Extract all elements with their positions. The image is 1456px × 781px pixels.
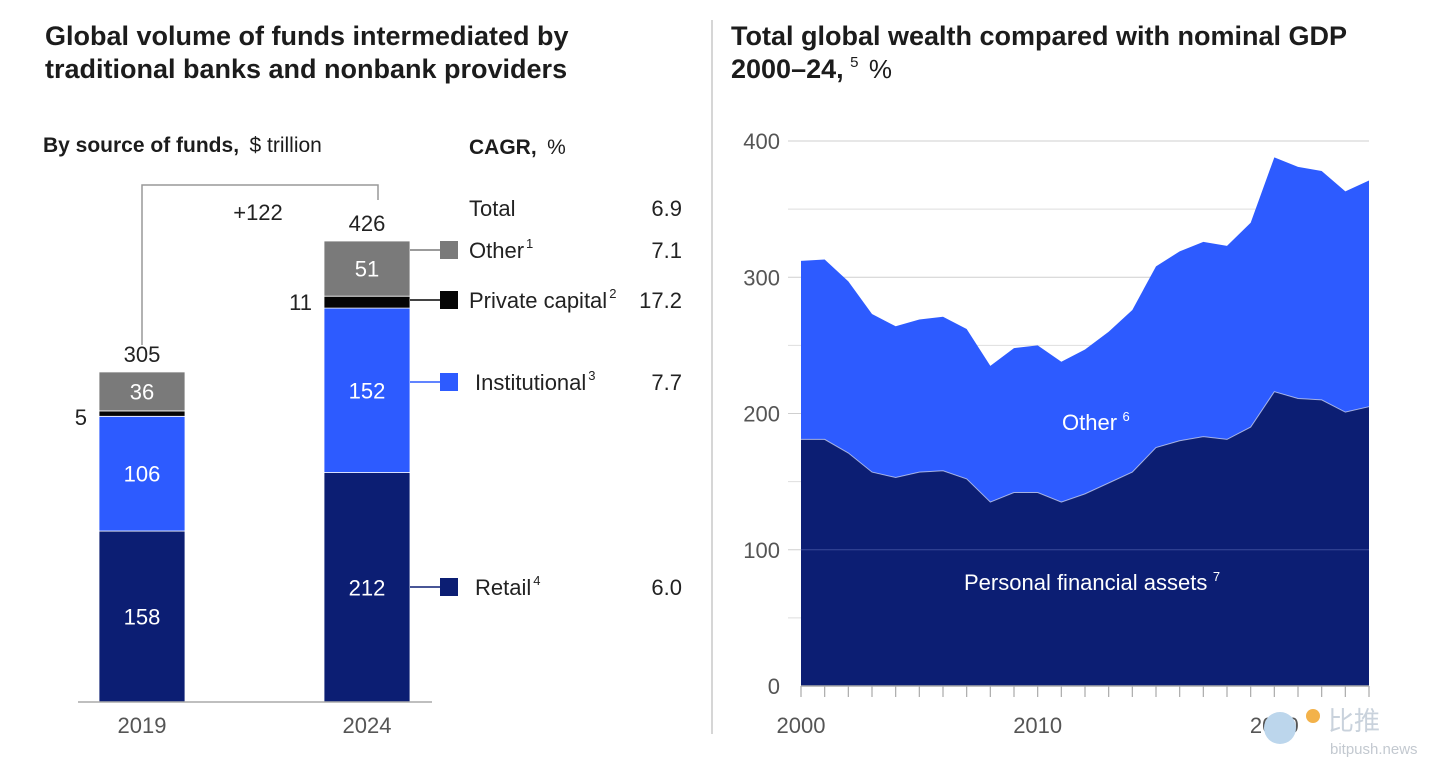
- right-chart-title-line2: 2000–24, 5 %: [731, 54, 892, 84]
- area-label-other: Other 6: [1062, 409, 1130, 435]
- legend-footnote: 3: [588, 368, 595, 383]
- legend-swatch-private: [440, 291, 458, 309]
- left-chart-title-line1: Global volume of funds intermediated by: [45, 21, 569, 51]
- legend-cagr-other: 7.1: [651, 238, 682, 263]
- x-tick-label: 2000: [777, 713, 826, 738]
- bar-2024-institutional: [323, 307, 411, 473]
- legend-footnote: 2: [609, 286, 616, 301]
- area-label-other-sup: 6: [1122, 409, 1129, 424]
- legend-text: Private capital: [469, 288, 607, 313]
- area-personal-financial-assets: [801, 391, 1369, 686]
- bar-value-label: 212: [349, 575, 386, 600]
- right-title-unit: %: [869, 54, 892, 84]
- bar-value-label: 5: [75, 405, 87, 430]
- area-label-personal-text: Personal financial assets: [964, 570, 1207, 595]
- stacked-bars: 158 106 5 36 305 2019 212 152 11 51 426 2024: [75, 211, 411, 738]
- legend: Other 1 7.1 Private capital 2 17.2 Institution…: [410, 236, 682, 600]
- cagr-header-bold: CAGR,: [469, 136, 537, 159]
- legend-label-other: Other 1: [469, 236, 533, 263]
- legend-text: Other: [469, 238, 524, 263]
- legend-cagr-retail: 6.0: [651, 575, 682, 600]
- bar-value-label: 51: [355, 257, 379, 282]
- watermark: 比推 bitpush.news: [1264, 706, 1418, 758]
- bar-2024-private-capital: [323, 295, 411, 309]
- y-tick-label: 300: [743, 265, 780, 290]
- subtitle-bold: By source of funds,: [43, 134, 239, 157]
- y-tick-label: 0: [768, 674, 780, 699]
- bar-value-label: 36: [130, 379, 154, 404]
- legend-footnote: 4: [533, 573, 540, 588]
- x-tick-label: 2019: [118, 713, 167, 738]
- area-label-other-text: Other: [1062, 410, 1117, 435]
- bird-logo-icon: [1264, 712, 1296, 744]
- legend-label-institutional: Institutional 3: [475, 368, 596, 395]
- watermark-domain: bitpush.news: [1330, 741, 1418, 758]
- bar-total-label: 305: [124, 342, 161, 367]
- watermark-text: 比推: [1328, 706, 1380, 736]
- legend-text: Retail: [475, 575, 531, 600]
- right-chart-title-line1: Total global wealth compared with nomina…: [731, 21, 1347, 51]
- series-boundary-line: [801, 391, 1370, 503]
- subtitle-unit: $ trillion: [249, 134, 321, 157]
- bar-value-label: 152: [349, 378, 386, 403]
- bar-2024-other: [323, 240, 411, 297]
- total-label: Total: [469, 196, 515, 221]
- legend-label-private: Private capital 2: [469, 286, 616, 313]
- right-title-footnote: 5: [850, 54, 858, 71]
- legend-text: Institutional: [475, 370, 586, 395]
- bar-2019-institutional: [98, 415, 186, 532]
- bar-2019-other: [98, 371, 186, 412]
- cagr-header: CAGR, %: [469, 136, 566, 159]
- bar-value-label: 158: [124, 605, 161, 630]
- increase-bracket: [141, 184, 379, 345]
- bar-2019-private-capital: [98, 410, 186, 417]
- bar-value-label: 11: [289, 290, 312, 315]
- legend-swatch-retail: [440, 578, 458, 596]
- area-label-personal: Personal financial assets 7: [964, 569, 1220, 595]
- cagr-header-unit: %: [547, 136, 566, 159]
- right-title-years: 2000–24,: [731, 54, 844, 84]
- bar-total-label: 426: [349, 211, 386, 236]
- area-chart: 0100200300400200020102020: [743, 129, 1370, 738]
- bar-value-label: 106: [124, 462, 161, 487]
- legend-swatch-other: [440, 241, 458, 259]
- x-tick-label: 2010: [1013, 713, 1062, 738]
- legend-cagr-private: 17.2: [639, 288, 682, 313]
- area-label-personal-sup: 7: [1213, 569, 1220, 584]
- total-cagr: 6.9: [651, 196, 682, 221]
- x-tick-label: 2024: [343, 713, 392, 738]
- left-chart-subtitle: By source of funds, $ trillion: [43, 134, 322, 157]
- coin-icon: [1306, 709, 1320, 723]
- legend-footnote: 1: [526, 236, 533, 251]
- y-tick-label: 400: [743, 129, 780, 154]
- legend-cagr-institutional: 7.7: [651, 370, 682, 395]
- legend-swatch-institutional: [440, 373, 458, 391]
- legend-label-retail: Retail 4: [475, 573, 540, 600]
- y-tick-label: 100: [743, 538, 780, 563]
- left-chart-title-line2: traditional banks and nonbank providers: [45, 54, 567, 84]
- increase-label: +122: [233, 200, 283, 225]
- y-tick-label: 200: [743, 402, 780, 427]
